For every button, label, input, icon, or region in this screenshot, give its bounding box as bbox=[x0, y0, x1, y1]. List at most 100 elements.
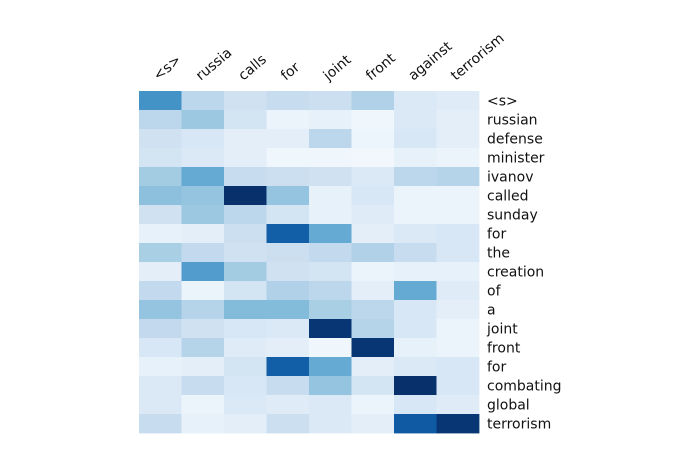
x-tick-label: <s> bbox=[151, 52, 185, 84]
heatmap-cell-r12-c5 bbox=[351, 319, 395, 339]
heatmap-cell-r2-c2 bbox=[224, 129, 267, 149]
heatmap-cell-r10-c6 bbox=[394, 281, 437, 301]
heatmap-cell-r12-c6 bbox=[394, 319, 437, 339]
x-tick-label: for bbox=[278, 59, 303, 84]
heatmap-cell-r15-c6 bbox=[394, 376, 437, 396]
y-tick-label: for bbox=[487, 227, 506, 243]
heatmap-cell-r11-c2 bbox=[224, 300, 267, 320]
heatmap-cell-r7-c1 bbox=[181, 224, 225, 244]
heatmap-cell-r6-c3 bbox=[266, 205, 310, 225]
heatmap-cell-r10-c1 bbox=[181, 281, 225, 301]
heatmap-cell-r6-c7 bbox=[436, 205, 480, 225]
heatmap-cell-r1-c2 bbox=[224, 110, 267, 130]
heatmap-cell-r8-c0 bbox=[139, 243, 182, 263]
heatmap-cell-r10-c0 bbox=[139, 281, 182, 301]
heatmap-cell-r14-c0 bbox=[139, 357, 182, 377]
heatmap-cell-r15-c4 bbox=[309, 376, 352, 396]
heatmap-cell-r2-c0 bbox=[139, 129, 182, 149]
heatmap-cell-r15-c5 bbox=[351, 376, 395, 396]
heatmap-cell-r4-c3 bbox=[266, 167, 310, 187]
heatmap-cell-r11-c5 bbox=[351, 300, 395, 320]
heatmap-cell-r16-c0 bbox=[139, 395, 182, 415]
heatmap-cell-r14-c3 bbox=[266, 357, 310, 377]
heatmap-cell-r9-c7 bbox=[436, 262, 480, 282]
heatmap-cell-r13-c5 bbox=[351, 338, 395, 358]
heatmap-cell-r5-c2 bbox=[224, 186, 267, 206]
heatmap-cell-r14-c1 bbox=[181, 357, 225, 377]
heatmap-cell-r7-c0 bbox=[139, 224, 182, 244]
heatmap-cell-r4-c6 bbox=[394, 167, 437, 187]
heatmap-cell-r10-c5 bbox=[351, 281, 395, 301]
heatmap-cell-r2-c5 bbox=[351, 129, 395, 149]
heatmap-cell-r6-c5 bbox=[351, 205, 395, 225]
y-tick-label: minister bbox=[487, 151, 545, 167]
heatmap-cell-r0-c6 bbox=[394, 91, 437, 111]
heatmap-cell-r11-c3 bbox=[266, 300, 310, 320]
heatmap-cell-r17-c1 bbox=[181, 414, 225, 434]
y-tick-label: russian bbox=[487, 113, 538, 129]
y-tick-label: a bbox=[487, 303, 496, 319]
heatmap-cell-r10-c2 bbox=[224, 281, 267, 301]
heatmap-cell-r7-c4 bbox=[309, 224, 352, 244]
heatmap-cell-r7-c5 bbox=[351, 224, 395, 244]
y-tick-label: called bbox=[487, 189, 529, 205]
heatmap-cell-r4-c0 bbox=[139, 167, 182, 187]
y-tick-label: the bbox=[487, 246, 510, 262]
heatmap-cell-r0-c1 bbox=[181, 91, 225, 111]
heatmap-cell-r11-c6 bbox=[394, 300, 437, 320]
x-tick-label: joint bbox=[320, 52, 355, 85]
heatmap-cell-r12-c3 bbox=[266, 319, 310, 339]
heatmap-cell-r3-c7 bbox=[436, 148, 480, 168]
y-tick-label: of bbox=[487, 284, 502, 300]
heatmap-cell-r2-c7 bbox=[436, 129, 480, 149]
heatmap-cell-r9-c6 bbox=[394, 262, 437, 282]
heatmap-cell-r1-c4 bbox=[309, 110, 352, 130]
heatmap-cell-r3-c5 bbox=[351, 148, 395, 168]
x-tick-label: front bbox=[363, 50, 399, 84]
heatmap-cell-r4-c7 bbox=[436, 167, 480, 187]
heatmap-cell-r7-c2 bbox=[224, 224, 267, 244]
heatmap-cells bbox=[139, 91, 480, 434]
heatmap-cell-r14-c4 bbox=[309, 357, 352, 377]
y-tick-label: for bbox=[487, 360, 506, 376]
y-tick-label: terrorism bbox=[487, 417, 551, 433]
heatmap-cell-r1-c7 bbox=[436, 110, 480, 130]
y-tick-label: creation bbox=[487, 265, 544, 281]
heatmap-cell-r13-c1 bbox=[181, 338, 225, 358]
heatmap-cell-r1-c0 bbox=[139, 110, 182, 130]
heatmap-cell-r4-c2 bbox=[224, 167, 267, 187]
y-tick-label: ivanov bbox=[487, 170, 533, 186]
heatmap-cell-r3-c6 bbox=[394, 148, 437, 168]
heatmap-cell-r15-c3 bbox=[266, 376, 310, 396]
heatmap-cell-r17-c6 bbox=[394, 414, 437, 434]
heatmap-cell-r11-c1 bbox=[181, 300, 225, 320]
heatmap-cell-r11-c4 bbox=[309, 300, 352, 320]
heatmap-cell-r8-c7 bbox=[436, 243, 480, 263]
heatmap-cell-r12-c4 bbox=[309, 319, 352, 339]
heatmap-cell-r3-c0 bbox=[139, 148, 182, 168]
heatmap-cell-r6-c6 bbox=[394, 205, 437, 225]
heatmap-cell-r8-c2 bbox=[224, 243, 267, 263]
heatmap-cell-r0-c5 bbox=[351, 91, 395, 111]
x-axis-labels: <s> russia calls for joint front againstterror… bbox=[151, 31, 508, 85]
heatmap-cell-r0-c2 bbox=[224, 91, 267, 111]
heatmap-cell-r17-c7 bbox=[436, 414, 480, 434]
heatmap-cell-r3-c2 bbox=[224, 148, 267, 168]
heatmap-cell-r10-c7 bbox=[436, 281, 480, 301]
heatmap-cell-r12-c1 bbox=[181, 319, 225, 339]
heatmap-cell-r1-c6 bbox=[394, 110, 437, 130]
heatmap-cell-r16-c1 bbox=[181, 395, 225, 415]
heatmap-cell-r9-c3 bbox=[266, 262, 310, 282]
heatmap-cell-r3-c1 bbox=[181, 148, 225, 168]
y-tick-label: front bbox=[487, 341, 521, 357]
heatmap-cell-r11-c7 bbox=[436, 300, 480, 320]
heatmap-cell-r6-c2 bbox=[224, 205, 267, 225]
heatmap-cell-r9-c5 bbox=[351, 262, 395, 282]
heatmap-cell-r14-c2 bbox=[224, 357, 267, 377]
heatmap-cell-r8-c6 bbox=[394, 243, 437, 263]
heatmap-cell-r16-c4 bbox=[309, 395, 352, 415]
heatmap-cell-r16-c2 bbox=[224, 395, 267, 415]
y-tick-label: defense bbox=[487, 132, 543, 148]
heatmap-cell-r5-c7 bbox=[436, 186, 480, 206]
